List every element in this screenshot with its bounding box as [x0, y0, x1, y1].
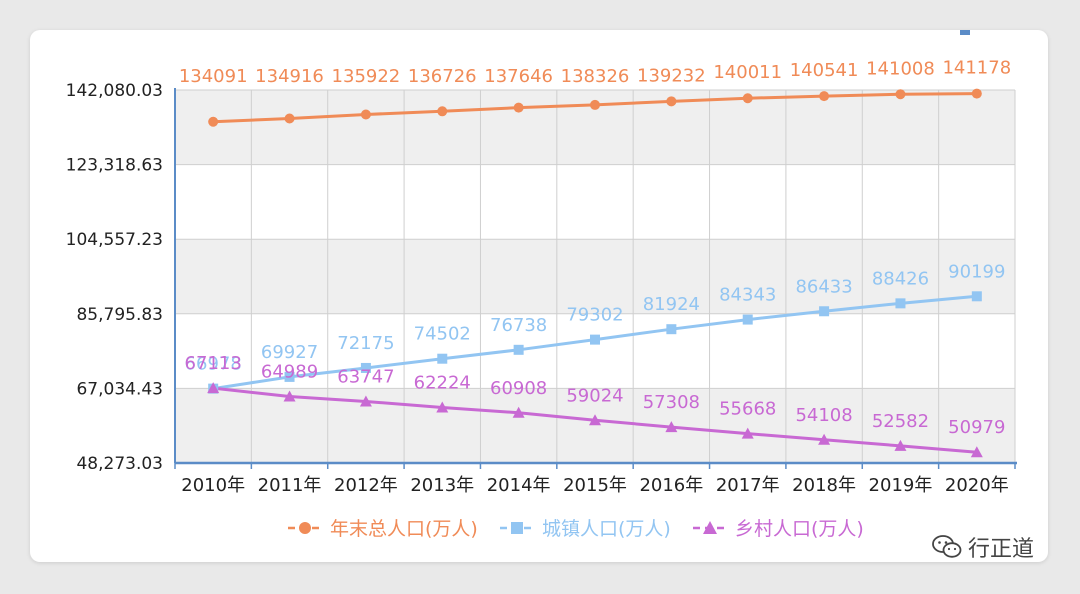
- data-label: 139232: [637, 65, 706, 86]
- data-label: 135922: [332, 66, 401, 87]
- data-point: [971, 88, 982, 99]
- data-label: 138326: [561, 66, 630, 87]
- data-point: [742, 314, 753, 325]
- x-tick-label: 2017年: [716, 475, 780, 496]
- data-label: 63747: [337, 366, 394, 387]
- data-label: 79302: [566, 305, 623, 326]
- data-point: [590, 334, 600, 345]
- data-label: 137646: [484, 66, 553, 87]
- data-label: 134916: [255, 66, 324, 87]
- data-label: 140011: [713, 62, 782, 83]
- data-label: 141178: [942, 58, 1011, 79]
- legend-marker: [703, 521, 717, 534]
- data-point: [741, 427, 754, 439]
- data-point: [284, 371, 295, 382]
- data-label: 90199: [948, 261, 1005, 282]
- grid-band: [175, 239, 1015, 314]
- data-label: 140541: [790, 60, 859, 81]
- data-point: [819, 91, 830, 102]
- data-label: 84343: [719, 285, 776, 306]
- legend-marker: [511, 522, 523, 534]
- data-point: [284, 113, 295, 124]
- data-label: 67113: [185, 353, 242, 374]
- data-label: 86433: [795, 276, 852, 297]
- x-tick-label: 2016年: [639, 475, 703, 496]
- grid-band: [175, 164, 1015, 240]
- data-label: 62224: [414, 373, 471, 394]
- data-point: [971, 291, 982, 302]
- x-tick-label: 2010年: [181, 475, 245, 496]
- x-tick-label: 2020年: [945, 475, 1009, 496]
- legend-label: 乡村人口(万人): [735, 518, 864, 540]
- data-label: 60908: [490, 378, 547, 399]
- watermark-text: 行正道: [968, 537, 1035, 562]
- y-tick-label: 85,795.83: [76, 305, 163, 325]
- x-tick-label: 2015年: [563, 475, 627, 496]
- data-point: [895, 89, 906, 100]
- data-label: 76738: [490, 315, 547, 336]
- legend-marker: [299, 522, 311, 534]
- data-point: [208, 116, 219, 127]
- y-tick-label: 142,080.03: [66, 81, 163, 101]
- y-tick-label: 48,273.03: [76, 454, 163, 474]
- grid-band: [175, 313, 1015, 389]
- legend-label: 年末总人口(万人): [330, 518, 478, 540]
- data-point: [970, 446, 983, 458]
- x-tick-label: 2012年: [334, 475, 398, 496]
- data-point: [512, 406, 525, 418]
- data-label: 64989: [261, 362, 318, 383]
- data-point: [513, 344, 524, 355]
- chart-card: 142,080.03 123,318.63 104,557.23 85,795.83 6…: [30, 30, 1048, 562]
- data-label: 136726: [408, 66, 477, 87]
- data-label: 57308: [643, 392, 700, 413]
- data-label: 88426: [872, 268, 929, 289]
- data-label: 59024: [566, 385, 623, 406]
- data-point: [666, 324, 677, 335]
- data-point: [207, 382, 220, 394]
- data-point: [665, 421, 678, 433]
- data-label: 52582: [872, 411, 929, 432]
- data-label: 74502: [414, 324, 471, 345]
- data-label: 69927: [261, 342, 318, 363]
- data-point: [666, 96, 677, 107]
- data-point: [360, 362, 371, 373]
- data-label: 141008: [866, 58, 935, 79]
- data-point: [437, 106, 448, 117]
- data-point: [436, 401, 449, 413]
- data-label: 134091: [179, 66, 248, 87]
- y-tick-label: 67,034.43: [76, 379, 163, 399]
- y-tick-label: 104,557.23: [66, 230, 163, 250]
- data-point: [895, 298, 906, 309]
- grid-band: [175, 388, 1015, 463]
- data-point: [818, 433, 831, 445]
- data-label: 66978: [185, 354, 242, 375]
- data-label: 72175: [337, 333, 394, 354]
- data-point: [819, 306, 830, 317]
- data-label: 50979: [948, 417, 1005, 438]
- x-tick-label: 2019年: [869, 475, 933, 496]
- data-label: 54108: [795, 405, 852, 426]
- legend-label: 城镇人口(万人): [542, 518, 671, 540]
- x-tick-label: 2014年: [487, 475, 551, 496]
- corner-marker: [960, 30, 970, 35]
- data-point: [437, 353, 448, 364]
- data-label: 55668: [719, 399, 776, 420]
- wechat-icon: [932, 535, 962, 558]
- data-point: [589, 414, 601, 426]
- data-point: [894, 439, 907, 451]
- data-point: [742, 93, 753, 104]
- x-tick-label: 2013年: [410, 475, 474, 496]
- data-point: [590, 99, 600, 110]
- y-tick-label: 123,318.63: [66, 156, 163, 176]
- watermark: 行正道: [932, 532, 1034, 562]
- line-chart: 142,080.03 123,318.63 104,557.23 85,795.83 6…: [66, 30, 1017, 540]
- x-tick-label: 2018年: [792, 475, 856, 496]
- data-point: [283, 390, 296, 402]
- data-label: 81924: [643, 294, 700, 315]
- data-point: [359, 395, 372, 407]
- data-point: [513, 102, 524, 113]
- x-tick-label: 2011年: [258, 475, 322, 496]
- data-point: [360, 109, 371, 120]
